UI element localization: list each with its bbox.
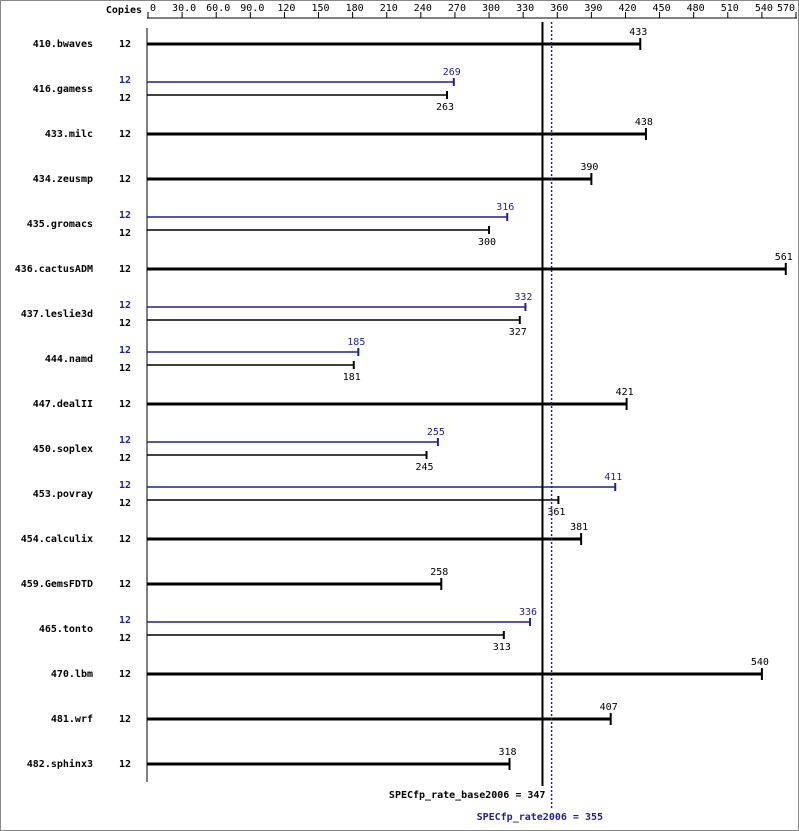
benchmark-label: 459.GemsFDTD	[21, 579, 93, 590]
value-label: 245	[415, 462, 433, 473]
benchmark-label: 465.tonto	[39, 624, 93, 635]
value-label: 433	[629, 27, 647, 38]
copies-label: 12	[119, 435, 131, 446]
copies-header: Copies	[106, 4, 142, 16]
value-label: 361	[547, 507, 565, 518]
copies-label: 12	[119, 669, 131, 680]
x-tick-label: 300	[482, 3, 500, 14]
benchmark-label: 454.calculix	[21, 533, 93, 545]
value-label: 540	[751, 657, 769, 668]
x-tick-label: 210	[380, 3, 398, 14]
value-label: 407	[600, 702, 618, 713]
copies-label: 12	[119, 759, 131, 770]
x-tick-label: 150	[311, 3, 329, 14]
copies-label: 12	[119, 399, 131, 410]
copies-label: 12	[119, 228, 131, 239]
copies-label: 12	[119, 615, 131, 626]
benchmark-label: 450.soplex	[33, 444, 93, 455]
x-tick-label: 90.0	[240, 3, 264, 14]
benchmark-label: 437.leslie3d	[21, 308, 93, 320]
x-tick-label: 270	[448, 3, 466, 14]
benchmark-label: 433.milc	[45, 128, 93, 140]
copies-label: 12	[119, 210, 131, 221]
value-label: 411	[604, 472, 622, 483]
reference-label: SPECfp_rate2006 = 355	[477, 812, 603, 823]
x-tick-label: 480	[687, 3, 705, 14]
x-tick-label: 540	[755, 3, 773, 14]
copies-label: 12	[119, 300, 131, 311]
benchmark-label: 481.wrf	[51, 714, 93, 725]
x-tick-label: 570	[777, 3, 795, 14]
benchmark-label: 435.gromacs	[27, 219, 93, 230]
copies-label: 12	[119, 318, 131, 329]
copies-label: 12	[119, 714, 131, 725]
x-tick-label: 510	[721, 3, 739, 14]
value-label: 263	[436, 102, 454, 113]
value-label: 332	[514, 292, 532, 303]
benchmark-label: 434.zeusmp	[33, 174, 93, 185]
copies-label: 12	[119, 264, 131, 275]
copies-label: 12	[119, 480, 131, 491]
benchmark-label: 447.dealII	[33, 399, 93, 410]
copies-label: 12	[119, 534, 131, 545]
copies-label: 12	[119, 345, 131, 356]
value-label: 313	[493, 642, 511, 653]
x-tick-label: 240	[414, 3, 432, 14]
copies-label: 12	[119, 174, 131, 185]
value-label: 255	[427, 427, 445, 438]
reference-label: SPECfp_rate_base2006 = 347	[389, 790, 546, 801]
copies-label: 12	[119, 93, 131, 104]
benchmark-label: 482.sphinx3	[27, 758, 93, 770]
x-tick-label: 360	[550, 3, 568, 14]
copies-label: 12	[119, 129, 131, 140]
value-label: 300	[478, 237, 496, 248]
value-label: 185	[347, 337, 365, 348]
copies-label: 12	[119, 75, 131, 86]
value-label: 316	[496, 202, 514, 213]
x-tick-label: 120	[277, 3, 295, 14]
copies-label: 12	[119, 498, 131, 509]
value-label: 438	[635, 117, 653, 128]
x-tick-label: 60.0	[206, 3, 230, 14]
copies-label: 12	[119, 39, 131, 50]
value-label: 181	[343, 372, 361, 383]
value-label: 336	[519, 607, 537, 618]
value-label: 421	[616, 387, 634, 398]
copies-label: 12	[119, 579, 131, 590]
copies-label: 12	[119, 633, 131, 644]
value-label: 381	[570, 522, 588, 533]
x-tick-label: 30.0	[172, 3, 196, 14]
x-tick-label: 330	[516, 3, 534, 14]
benchmark-label: 410.bwaves	[33, 39, 93, 50]
x-tick-label: 0	[150, 3, 156, 14]
copies-label: 12	[119, 453, 131, 464]
value-label: 318	[498, 747, 516, 758]
value-label: 561	[775, 252, 793, 263]
value-label: 269	[443, 67, 461, 78]
benchmark-label: 416.gamess	[33, 84, 93, 95]
copies-label: 12	[119, 363, 131, 374]
value-label: 327	[509, 327, 527, 338]
benchmark-label: 436.cactusADM	[15, 264, 93, 275]
x-tick-label: 450	[653, 3, 671, 14]
x-tick-label: 180	[346, 3, 364, 14]
value-label: 390	[580, 162, 598, 173]
benchmark-label: 444.namd	[45, 354, 93, 365]
x-tick-label: 390	[584, 3, 602, 14]
benchmark-label: 470.lbm	[51, 669, 93, 680]
benchmark-label: 453.povray	[33, 489, 93, 500]
value-label: 258	[430, 567, 448, 578]
x-tick-label: 420	[618, 3, 636, 14]
